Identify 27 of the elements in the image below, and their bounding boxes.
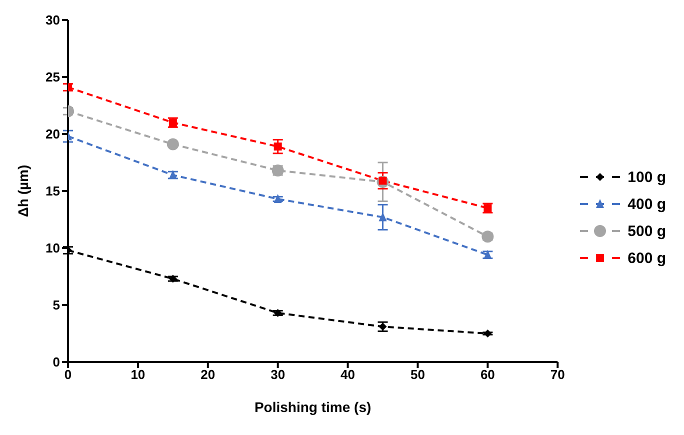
y-tick-label: 25 (46, 70, 60, 85)
point (274, 142, 282, 151)
point (274, 308, 282, 317)
x-tick-label: 10 (130, 367, 146, 382)
x-tick-label: 40 (340, 367, 356, 382)
y-tick-label: 10 (46, 240, 60, 256)
y-tick-label: 30 (46, 12, 60, 28)
point (484, 330, 492, 338)
x-tick-label: 20 (200, 367, 216, 382)
legend-label: 400 g (628, 196, 666, 212)
legend-label: 600 g (628, 250, 666, 266)
y-tick-label: 0 (52, 354, 60, 370)
legend-label: 500 g (628, 222, 666, 240)
y-tick-label: 5 (52, 298, 60, 313)
point (168, 274, 177, 283)
point (274, 194, 282, 203)
x-tick-label: 0 (64, 367, 72, 382)
y-tick-label: 15 (46, 184, 60, 199)
x-tick-label: 70 (550, 367, 565, 382)
x-tick-label: 60 (480, 367, 495, 382)
legend-label: 100 g (628, 168, 666, 186)
x-tick-label: 30 (270, 367, 286, 382)
x-tick-label: 50 (410, 367, 425, 382)
x-axis-title: Polishing time (s) (254, 398, 372, 415)
y-tick-label: 20 (46, 126, 60, 142)
y-axis-title: Δh (µm) (14, 164, 31, 218)
point (166, 138, 179, 150)
